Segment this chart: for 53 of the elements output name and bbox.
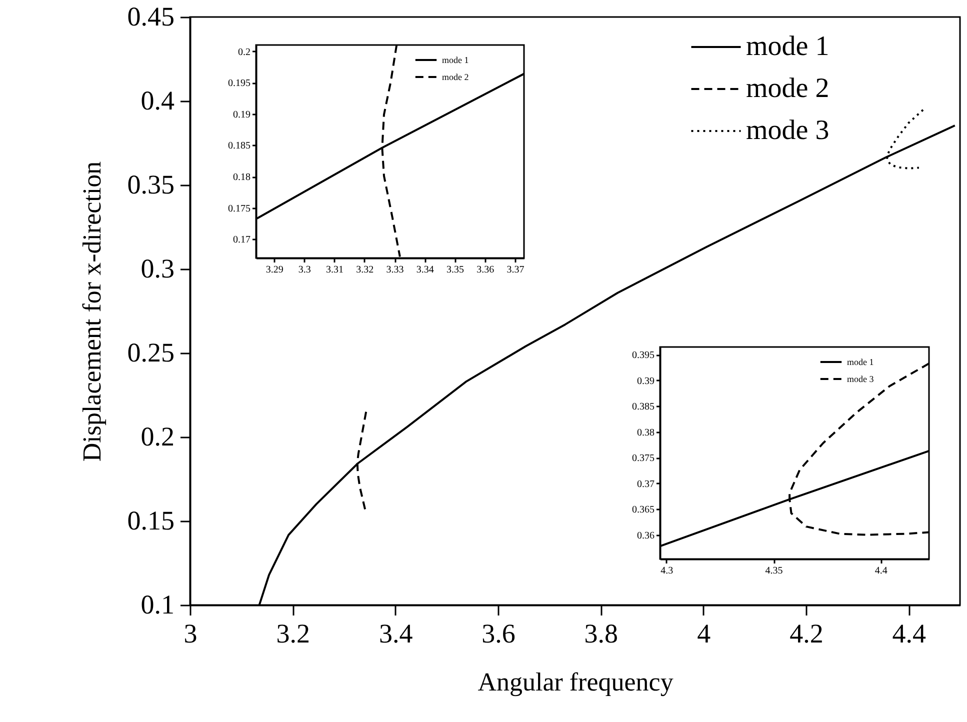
x-tick-label: 3 xyxy=(184,618,198,648)
y-tick-label: 0.38 xyxy=(637,427,654,438)
x-tick-label: 3.33 xyxy=(386,264,404,276)
y-tick-label: 0.185 xyxy=(228,140,250,152)
x-tick-label: 4.2 xyxy=(790,618,824,648)
y-tick-label: 0.2 xyxy=(238,46,250,58)
y-tick-label: 0.195 xyxy=(228,78,250,90)
x-tick-label: 4.35 xyxy=(765,566,783,576)
x-tick-label: 4.4 xyxy=(892,618,927,648)
y-tick-label: 0.37 xyxy=(637,478,654,490)
x-tick-label: 3.37 xyxy=(506,264,524,276)
y-tick-label: 0.175 xyxy=(228,203,250,214)
x-tick-label: 3.3 xyxy=(298,264,311,276)
y-tick-label: 0.395 xyxy=(632,350,654,362)
legend-label: mode 2 xyxy=(442,72,469,82)
y-tick-label: 0.18 xyxy=(233,172,250,184)
y-tick-label: 0.4 xyxy=(140,86,175,116)
legend-label: mode 3 xyxy=(746,115,830,146)
y-tick-label: 0.3 xyxy=(140,254,174,284)
y-tick-label: 0.25 xyxy=(127,338,174,368)
y-tick-label: 0.35 xyxy=(127,170,174,200)
x-tick-label: 3.29 xyxy=(266,264,284,276)
x-axis-title: Angular frequency xyxy=(478,668,674,696)
y-axis-title: Displacement for x-direction xyxy=(77,161,106,462)
y-tick-label: 0.17 xyxy=(233,234,250,246)
x-tick-label: 3.6 xyxy=(482,618,516,648)
y-tick-label: 0.1 xyxy=(140,590,174,620)
x-tick-label: 3.35 xyxy=(446,264,464,276)
x-tick-label: 3.32 xyxy=(356,264,374,276)
y-tick-label: 0.375 xyxy=(632,453,654,464)
y-tick-label: 0.19 xyxy=(233,109,250,120)
legend-label: mode 1 xyxy=(847,357,874,367)
y-tick-label: 0.45 xyxy=(127,2,174,32)
x-tick-label: 3.31 xyxy=(326,264,344,276)
x-tick-label: 4.4 xyxy=(874,566,888,576)
line-series xyxy=(356,410,368,510)
y-tick-label: 0.2 xyxy=(140,422,174,452)
x-tick-label: 3.36 xyxy=(476,264,494,276)
y-tick-label: 0.39 xyxy=(637,376,654,387)
legend-label: mode 1 xyxy=(442,55,469,65)
y-tick-label: 0.385 xyxy=(632,402,654,413)
x-tick-label: 3.8 xyxy=(584,618,618,648)
y-tick-label: 0.36 xyxy=(637,530,654,542)
x-tick-label: 3.34 xyxy=(416,264,434,276)
legend-label: mode 1 xyxy=(746,31,830,62)
y-tick-label: 0.365 xyxy=(632,504,654,516)
x-tick-label: 3.2 xyxy=(276,618,310,648)
x-tick-label: 3.4 xyxy=(378,618,414,648)
x-tick-label: 4 xyxy=(697,618,712,648)
x-tick-label: 4.3 xyxy=(660,566,674,576)
legend-label: mode 2 xyxy=(746,73,830,104)
y-tick-label: 0.15 xyxy=(127,506,174,536)
legend-label: mode 3 xyxy=(847,374,874,384)
